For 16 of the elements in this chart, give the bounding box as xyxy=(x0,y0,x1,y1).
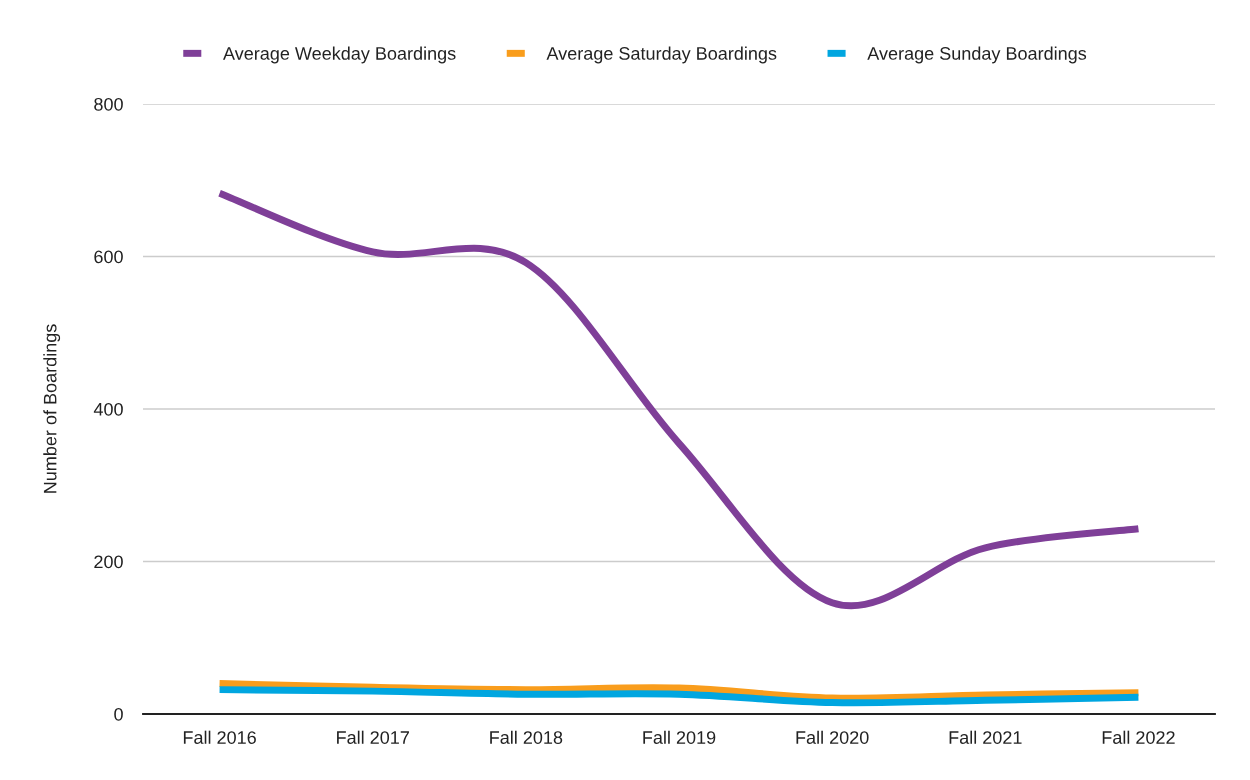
y-axis-title: Number of Boardings xyxy=(43,324,61,493)
y-tick-label: 0 xyxy=(114,707,123,721)
x-tick-label: Fall 2018 xyxy=(490,730,563,744)
legend-label: Average Weekday Boardings xyxy=(223,46,456,64)
x-tick-label: Fall 2017 xyxy=(337,730,409,744)
y-tick-label: 200 xyxy=(94,555,123,569)
x-tick-label: Fall 2021 xyxy=(949,730,1022,744)
y-tick-label: 600 xyxy=(94,250,123,264)
legend-label: Average Sunday Boardings xyxy=(867,46,1087,64)
x-tick-label: Fall 2019 xyxy=(643,730,716,744)
legend-label: Average Saturday Boardings xyxy=(546,46,777,64)
x-tick-label: Fall 2022 xyxy=(1102,730,1175,744)
y-tick-label: 400 xyxy=(93,402,123,416)
y-tick-label: 800 xyxy=(94,97,123,111)
x-tick-label: Fall 2016 xyxy=(183,730,256,744)
x-tick-label: Fall 2020 xyxy=(796,730,869,744)
